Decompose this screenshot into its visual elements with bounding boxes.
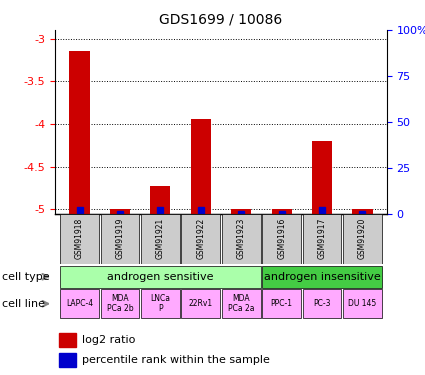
Bar xyxy=(59,353,76,367)
Bar xyxy=(101,290,139,318)
Bar xyxy=(101,214,139,264)
Text: MDA
PCa 2b: MDA PCa 2b xyxy=(107,294,133,314)
Bar xyxy=(141,290,180,318)
Text: GSM91921: GSM91921 xyxy=(156,217,165,258)
Text: cell type: cell type xyxy=(2,272,50,282)
Bar xyxy=(312,141,332,214)
Bar xyxy=(60,266,261,288)
Bar xyxy=(343,290,382,318)
Bar xyxy=(69,51,90,214)
Bar xyxy=(181,214,220,264)
Bar xyxy=(262,290,301,318)
Title: GDS1699 / 10086: GDS1699 / 10086 xyxy=(159,12,283,26)
Bar xyxy=(303,290,341,318)
Text: log2 ratio: log2 ratio xyxy=(82,335,136,345)
Text: androgen sensitive: androgen sensitive xyxy=(107,272,214,282)
Bar xyxy=(191,119,211,214)
Text: GSM91922: GSM91922 xyxy=(196,217,205,258)
Bar xyxy=(343,214,382,264)
Text: GSM91919: GSM91919 xyxy=(116,217,125,259)
Text: PC-3: PC-3 xyxy=(313,299,331,308)
Bar xyxy=(231,210,251,214)
Text: DU 145: DU 145 xyxy=(348,299,377,308)
Text: GSM91916: GSM91916 xyxy=(277,217,286,259)
Text: GSM91917: GSM91917 xyxy=(317,217,326,259)
Bar xyxy=(59,333,76,346)
Text: LAPC-4: LAPC-4 xyxy=(66,299,93,308)
Bar xyxy=(352,210,373,214)
Bar xyxy=(141,214,180,264)
Bar xyxy=(60,290,99,318)
Bar xyxy=(303,214,341,264)
Text: GSM91918: GSM91918 xyxy=(75,217,84,258)
Text: 22Rv1: 22Rv1 xyxy=(189,299,213,308)
Bar xyxy=(150,186,170,214)
Text: percentile rank within the sample: percentile rank within the sample xyxy=(82,355,270,365)
Bar xyxy=(262,214,301,264)
Bar xyxy=(262,266,382,288)
Text: GSM91920: GSM91920 xyxy=(358,217,367,259)
Bar xyxy=(181,290,220,318)
Bar xyxy=(222,214,261,264)
Text: cell line: cell line xyxy=(2,299,45,309)
Bar xyxy=(222,290,261,318)
Bar xyxy=(110,210,130,214)
Bar xyxy=(60,214,99,264)
Text: GSM91923: GSM91923 xyxy=(237,217,246,259)
Text: LNCa
P: LNCa P xyxy=(150,294,170,314)
Text: MDA
PCa 2a: MDA PCa 2a xyxy=(228,294,255,314)
Bar xyxy=(272,210,292,214)
Text: PPC-1: PPC-1 xyxy=(271,299,293,308)
Text: androgen insensitive: androgen insensitive xyxy=(264,272,380,282)
